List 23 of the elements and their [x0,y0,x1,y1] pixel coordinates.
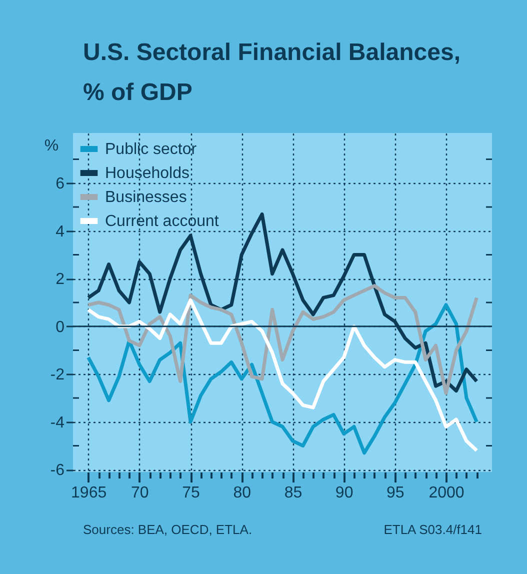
y-tick-label: 0 [56,318,65,336]
legend-label: Households [105,165,190,182]
x-tick-label: 75 [182,484,200,502]
legend-label: Current account [105,213,220,230]
x-tick-label: 85 [284,484,302,502]
x-tick-label: 90 [335,484,354,502]
x-tick-label: 70 [131,484,149,502]
x-tick-label: 1965 [71,484,107,502]
y-tick-label: -4 [50,414,65,432]
legend-label: Businesses [105,189,187,206]
text: ETLA S03.4/f141 [384,522,482,537]
x-tick-label: 80 [233,484,252,502]
y-tick-label: -6 [50,462,65,480]
y-tick-label: 4 [56,223,65,240]
y-tick-label: 6 [56,176,65,193]
y-tick-label: -2 [50,366,65,384]
chart-title: U.S. Sectoral Financial Balances, % of GDP [83,39,460,106]
y-tick-label: 2 [56,271,65,288]
y-axis-title: % [44,138,59,154]
x-tick-label: 2000 [428,484,464,502]
x-tick-label: 95 [386,484,404,502]
source-note: Sources: BEA, OECD, ETLA. [83,522,252,537]
legend-label: Public sector [105,141,198,158]
